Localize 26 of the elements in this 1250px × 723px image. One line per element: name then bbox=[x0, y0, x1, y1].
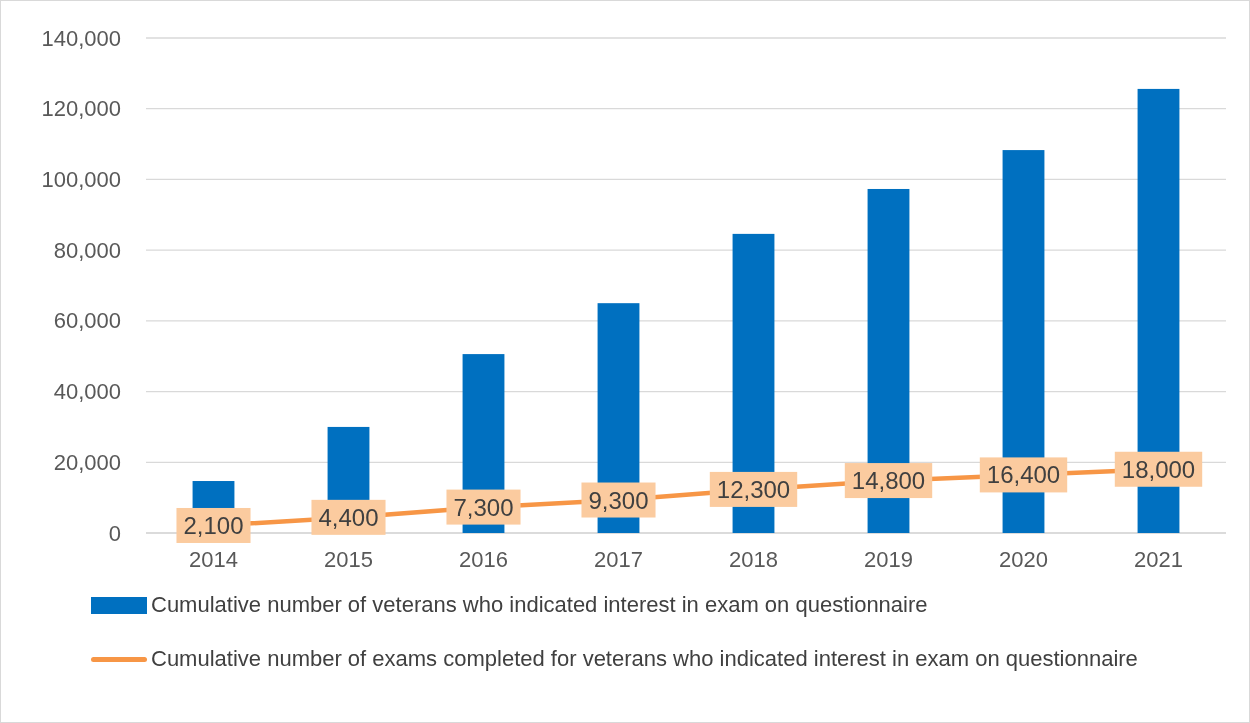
y-tick-label: 100,000 bbox=[41, 166, 121, 192]
y-tick-label: 40,000 bbox=[53, 379, 121, 405]
y-tick-label: 80,000 bbox=[53, 237, 121, 263]
y-tick-label: 140,000 bbox=[41, 25, 121, 51]
y-tick-label: 120,000 bbox=[41, 96, 121, 122]
data-label: 18,000 bbox=[1121, 455, 1196, 483]
data-label: 12,300 bbox=[716, 475, 791, 503]
x-tick-label: 2017 bbox=[594, 546, 643, 572]
data-label: 2,100 bbox=[183, 511, 244, 539]
x-tick-label: 2020 bbox=[999, 546, 1048, 572]
x-tick-label: 2015 bbox=[324, 546, 373, 572]
x-tick-label: 2014 bbox=[189, 546, 238, 572]
y-tick-label: 0 bbox=[108, 520, 121, 546]
legend-label: Cumulative number of exams completed for veterans who indicated interest in exam on questionnaire bbox=[151, 645, 1138, 673]
x-tick-label: 2018 bbox=[729, 546, 778, 572]
x-tick-label: 2019 bbox=[864, 546, 913, 572]
data-label: 14,800 bbox=[851, 467, 926, 495]
data-label: 16,400 bbox=[986, 461, 1061, 489]
data-label: 9,300 bbox=[588, 486, 649, 514]
y-tick-label: 20,000 bbox=[53, 449, 121, 475]
x-tick-label: 2021 bbox=[1134, 546, 1183, 572]
y-tick-label: 60,000 bbox=[53, 308, 121, 334]
x-tick-label: 2016 bbox=[459, 546, 508, 572]
data-label: 4,400 bbox=[318, 503, 379, 531]
legend-label: Cumulative number of veterans who indicated interest in exam on questionnaire bbox=[151, 591, 928, 619]
data-label: 7,300 bbox=[453, 493, 514, 521]
